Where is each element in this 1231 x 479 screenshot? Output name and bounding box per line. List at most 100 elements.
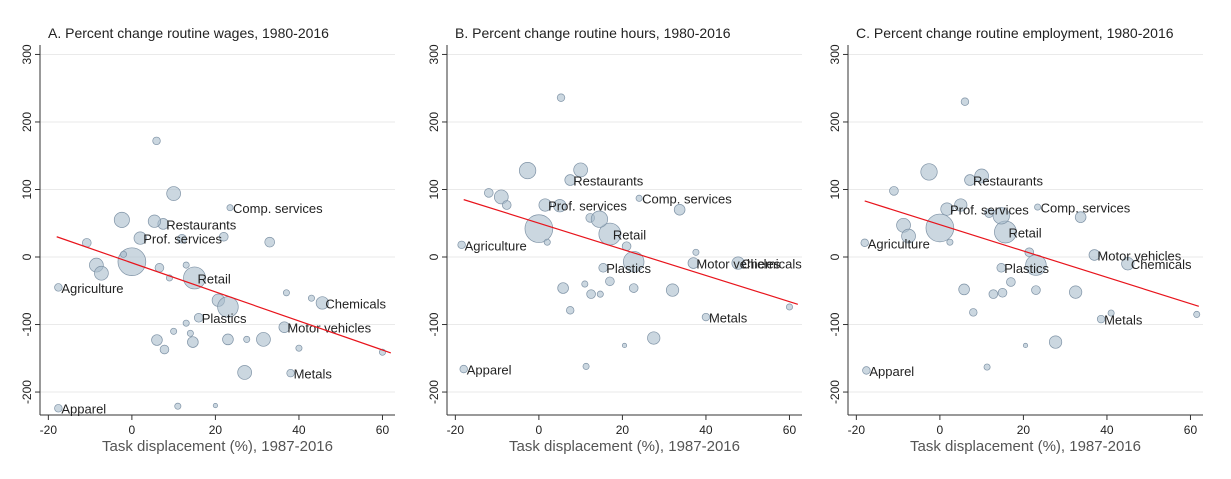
point	[969, 308, 978, 317]
y-tick-label: 0	[828, 253, 842, 260]
point-label: Agriculture	[868, 236, 930, 251]
point	[1193, 310, 1201, 318]
point	[1034, 203, 1042, 211]
point	[566, 306, 575, 315]
x-tick-label: 40	[699, 423, 713, 437]
point	[586, 289, 596, 299]
point	[687, 257, 700, 269]
point-label: Chemicals	[325, 296, 386, 311]
point	[166, 186, 181, 201]
point	[182, 319, 190, 327]
x-axis-label: Task displacement (%), 1987-2016	[910, 438, 1141, 455]
point	[226, 204, 234, 212]
point	[286, 368, 295, 378]
point-label: Retail	[613, 227, 646, 242]
point	[54, 283, 63, 292]
point	[133, 231, 147, 245]
x-tick-label: 40	[1100, 423, 1114, 437]
point-label: Prof. services	[548, 198, 627, 213]
point	[860, 238, 869, 247]
y-tick-label: 100	[828, 179, 842, 199]
y-tick-label: -100	[20, 312, 34, 336]
point	[983, 363, 991, 371]
point	[960, 97, 970, 106]
point-label: Plastics	[606, 261, 651, 276]
x-tick-label: 0	[937, 423, 944, 437]
point	[519, 162, 537, 180]
point	[170, 327, 178, 335]
point	[862, 366, 871, 375]
point-label: Prof. services	[950, 203, 1029, 218]
x-tick-label: 60	[376, 423, 390, 437]
point	[484, 188, 494, 198]
point	[665, 283, 680, 297]
point-label: Restaurants	[166, 217, 237, 232]
point	[152, 136, 161, 146]
point	[946, 238, 954, 246]
point	[151, 334, 163, 346]
point	[501, 200, 512, 210]
point	[159, 344, 170, 355]
point	[590, 210, 609, 228]
point	[278, 321, 291, 333]
fit-line	[56, 236, 392, 354]
y-tick-label: 200	[427, 112, 441, 132]
point	[264, 236, 275, 248]
point	[1074, 211, 1087, 223]
point	[243, 335, 251, 343]
point	[94, 265, 109, 281]
point-label: Agriculture	[61, 281, 123, 296]
point-label: Motor vehicles	[1097, 248, 1181, 263]
y-tick-label: 200	[20, 112, 34, 132]
point-label: Metals	[709, 311, 748, 326]
point	[177, 234, 187, 244]
point	[295, 344, 303, 352]
point	[553, 199, 567, 213]
fit-line	[864, 200, 1200, 307]
point	[605, 276, 615, 287]
point	[120, 250, 127, 258]
point	[113, 211, 130, 228]
point	[1121, 257, 1135, 271]
point-label: Plastics	[1004, 261, 1049, 276]
point-label: Comp. services	[1041, 200, 1131, 215]
point	[901, 228, 916, 244]
point-label: Motor vehicles	[287, 321, 371, 336]
point-label: Motor vehicles	[696, 257, 780, 272]
point	[543, 238, 551, 246]
point-label: Agriculture	[465, 238, 527, 253]
point	[940, 202, 954, 216]
point	[187, 336, 199, 348]
y-tick-label: -200	[828, 380, 842, 404]
point	[1107, 309, 1115, 317]
x-tick-label: 0	[129, 423, 136, 437]
panel-title: A. Percent change routine wages, 1980-20…	[48, 25, 329, 41]
point	[557, 282, 569, 294]
point	[992, 207, 1010, 225]
point	[628, 283, 639, 293]
point	[237, 365, 252, 380]
x-tick-label: -20	[447, 423, 465, 437]
x-tick-label: 20	[1017, 423, 1031, 437]
point	[493, 189, 509, 205]
point	[147, 214, 162, 228]
x-tick-label: 20	[616, 423, 630, 437]
fit-line	[463, 199, 799, 305]
point	[459, 364, 468, 374]
point	[54, 404, 63, 413]
point	[925, 213, 955, 243]
point	[174, 402, 182, 410]
point	[701, 312, 711, 322]
point	[564, 174, 576, 186]
point	[988, 289, 999, 299]
point	[964, 174, 976, 186]
point	[282, 289, 290, 297]
point-label: Plastics	[202, 311, 247, 326]
point-label: Restaurants	[973, 173, 1044, 188]
point	[308, 294, 315, 302]
y-tick-label: 300	[828, 44, 842, 64]
panel-title: C. Percent change routine employment, 19…	[856, 25, 1174, 41]
x-tick-label: 40	[292, 423, 306, 437]
point	[1006, 277, 1016, 287]
